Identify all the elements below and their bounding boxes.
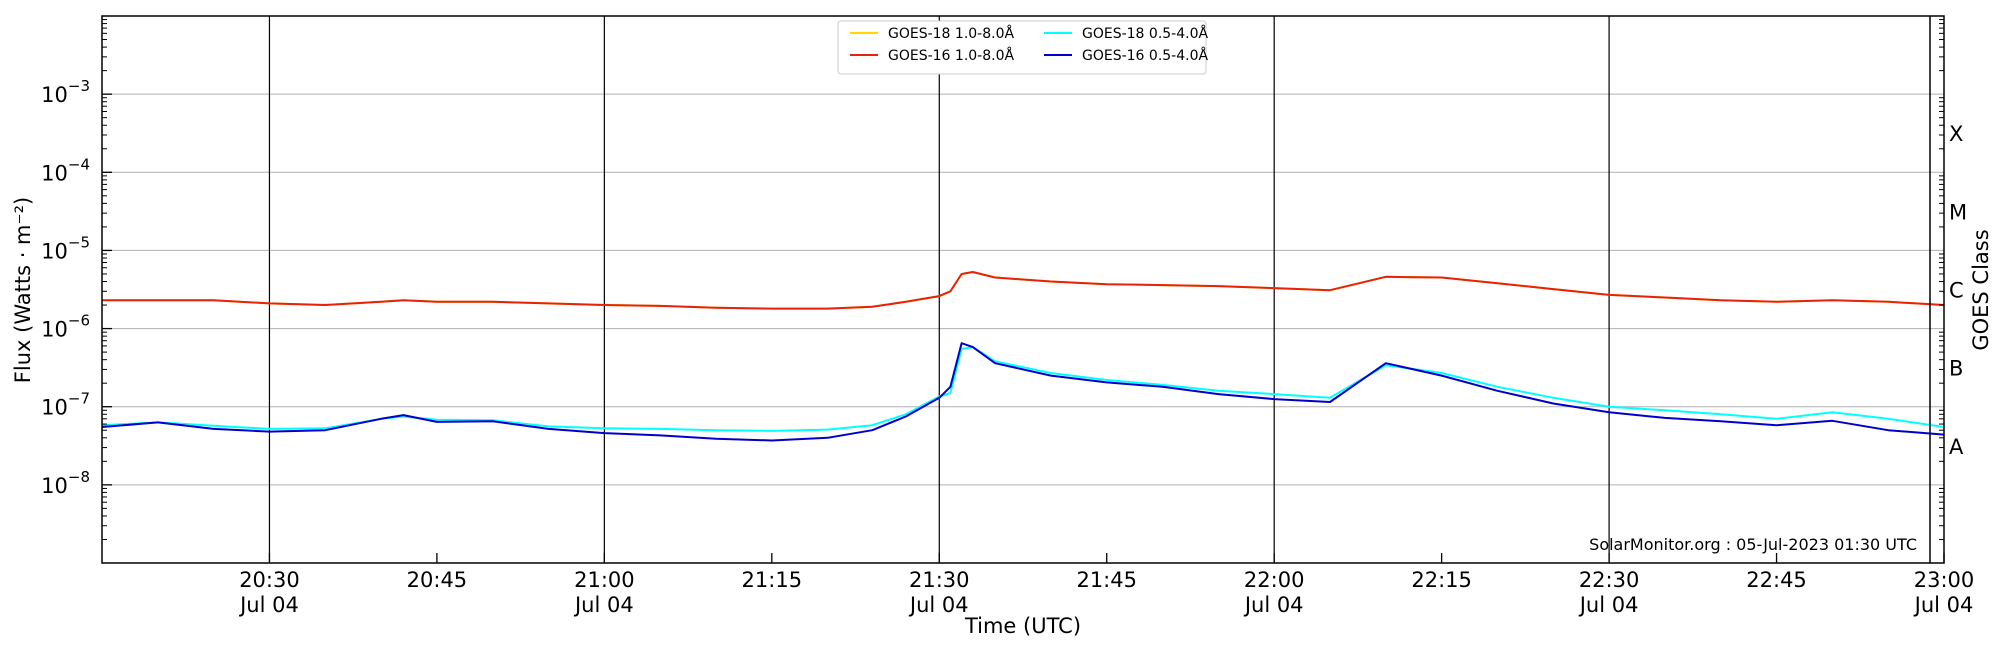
x-tick-label-3: 21:15 — [742, 568, 803, 592]
x-axis-title: Time (UTC) — [964, 614, 1081, 638]
y-tick-label-0: 10−8 — [41, 468, 90, 498]
x-tick-date-4: Jul 04 — [908, 593, 969, 617]
y-tick-label-3: 10−5 — [41, 233, 90, 263]
credit-text: SolarMonitor.org : 05-Jul-2023 01:30 UTC — [1589, 535, 1917, 554]
goes-class-labels: A B C M X — [1949, 122, 1967, 459]
legend-label-3: GOES-16 0.5-4.0Å — [1082, 47, 1208, 64]
right-axis-title: GOES Class — [1969, 229, 1993, 350]
y-tick-label-5: 10−3 — [41, 77, 90, 107]
goes-class-M: M — [1949, 200, 1967, 224]
x-tick-date-2: Jul 04 — [573, 593, 634, 617]
x-tick-label-6: 22:00 — [1244, 568, 1305, 592]
legend-box — [837, 20, 1207, 75]
x-tick-label-10: 23:00 — [1914, 568, 1975, 592]
goes-class-B: B — [1949, 357, 1963, 381]
y-tick-label-1: 10−7 — [41, 390, 90, 420]
x-tick-label-4: 21:30 — [909, 568, 970, 592]
series-lines — [101, 271, 1945, 442]
x-tick-date-8: Jul 04 — [1578, 593, 1639, 617]
plot-frame — [101, 15, 1945, 564]
x-tick-date-0: Jul 04 — [238, 593, 299, 617]
grid-lines — [102, 93, 1944, 486]
legend-label-1: GOES-16 1.0-8.0Å — [888, 47, 1014, 64]
x-tick-label-7: 22:15 — [1411, 568, 1472, 592]
y-tick-exponent-1: −7 — [68, 390, 90, 408]
x-tick-label-8: 22:30 — [1579, 568, 1640, 592]
x-tick-date-10: Jul 04 — [1913, 593, 1974, 617]
legend-label-2: GOES-18 0.5-4.0Å — [1082, 25, 1208, 42]
y-tick-label-4: 10−4 — [41, 155, 90, 185]
goes-class-A: A — [1949, 435, 1964, 459]
x-tick-date-6: Jul 04 — [1243, 593, 1304, 617]
y-tick-label-2: 10−6 — [41, 312, 90, 342]
y-axis-title: Flux (Watts · m⁻²) — [11, 197, 35, 383]
y-tick-labels: 10−8 10−7 10−6 10−5 10−4 10−3 — [41, 77, 90, 498]
x-tick-label-5: 21:45 — [1076, 568, 1137, 592]
legend: GOES-18 1.0-8.0Å GOES-16 1.0-8.0Å GOES-18 … — [837, 20, 1208, 75]
legend-label-0: GOES-18 1.0-8.0Å — [888, 25, 1014, 42]
x-tick-label-1: 20:45 — [407, 568, 468, 592]
plot-area — [102, 16, 1944, 563]
y-tick-exponent-4: −4 — [68, 155, 90, 173]
goes-class-X: X — [1949, 122, 1963, 146]
day-time-lines — [268, 16, 1610, 563]
y-tick-exponent-0: −8 — [68, 468, 90, 486]
series-line-3 — [101, 342, 1945, 442]
y-tick-exponent-2: −6 — [68, 312, 90, 330]
x-tick-label-9: 22:45 — [1746, 568, 1807, 592]
x-tick-label-0: 20:30 — [239, 568, 300, 592]
series-line-1 — [102, 271, 1945, 310]
goes-class-C: C — [1949, 279, 1964, 303]
x-tick-label-2: 21:00 — [574, 568, 635, 592]
y-tick-exponent-3: −5 — [68, 233, 90, 251]
y-tick-exponent-5: −3 — [68, 77, 90, 95]
